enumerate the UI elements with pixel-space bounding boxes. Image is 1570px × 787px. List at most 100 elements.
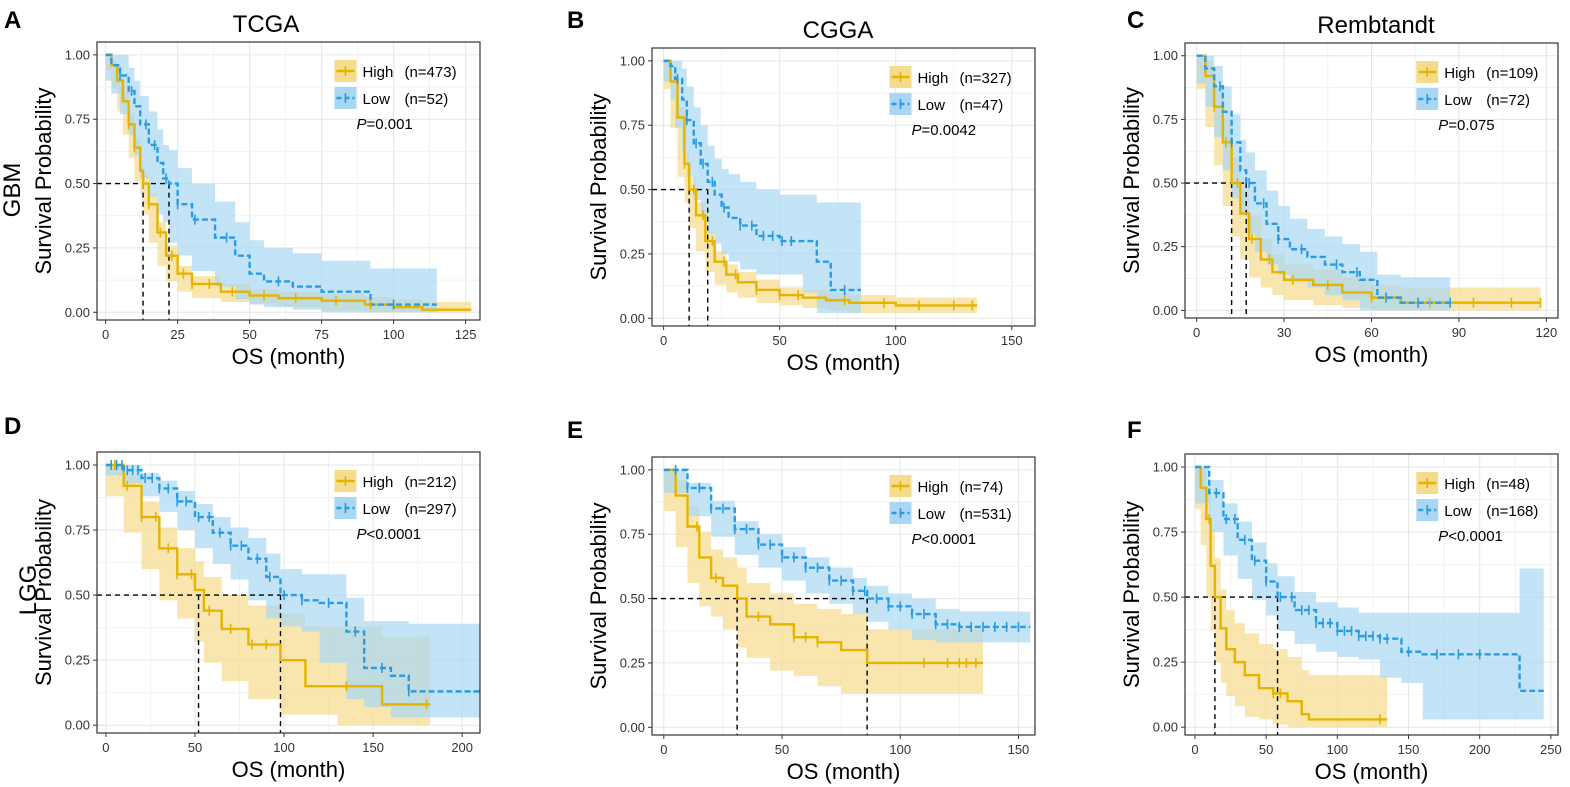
- panel-f: F 0 50 100 150 200 250 0.00 0.25 0.50 0.75 1.00 OS (…: [1119, 417, 1562, 784]
- legend-label-low: Low: [917, 506, 945, 523]
- y-tick-label: 1.00: [620, 462, 645, 477]
- y-tick-label: 0.50: [1153, 590, 1178, 605]
- legend-n-low: (n=47): [959, 97, 1003, 114]
- x-tick-label: 250: [1540, 742, 1562, 757]
- legend: High (n=473) Low (n=52) P=0.001: [334, 60, 457, 133]
- censor-low-group: [1215, 488, 1481, 660]
- x-axis-title: OS (month): [787, 759, 901, 784]
- x-tick-label: 60: [1364, 325, 1378, 340]
- legend-n-high: (n=212): [404, 474, 456, 491]
- censor-high-group: [114, 460, 428, 710]
- p-value: <0.0001: [921, 531, 976, 548]
- curve-low: [105, 53, 437, 306]
- legend-label-high: High: [1444, 476, 1475, 493]
- p-symbol: P: [1438, 528, 1448, 545]
- median-lines: [97, 594, 282, 733]
- panel-c: C Rembtandt 0 30 60 90 120 0.00 0.25 0.50 0.75 1.00…: [1119, 7, 1559, 367]
- x-tick-label: 30: [1277, 325, 1291, 340]
- x-tick-label: 100: [273, 740, 295, 755]
- p-value: =0.0042: [921, 122, 976, 139]
- censor-low-group: [119, 70, 395, 310]
- y-tick-label: 0.75: [65, 112, 90, 127]
- ci-band-high: [663, 469, 983, 694]
- legend-n-high: (n=74): [959, 479, 1003, 496]
- p-value: <0.0001: [366, 526, 421, 543]
- x-tick-label: 150: [1398, 742, 1420, 757]
- panel-b: B CGGA 0 50 100 150 0.00 0.25 0.50 0.75 1.00 OS (mo…: [567, 7, 1036, 375]
- ticks: 0 50 100 150 200 0.00 0.25 0.50 0.75 1.00: [65, 458, 473, 755]
- x-tick-label: 0: [102, 740, 109, 755]
- censor-high-group: [1208, 514, 1381, 725]
- y-axis-title: Survival Probability: [586, 93, 611, 280]
- p-value-label: P=0.075: [1438, 117, 1494, 134]
- legend-n-high: (n=473): [404, 64, 456, 81]
- x-tick-label: 50: [1259, 742, 1273, 757]
- x-axis-title: OS (month): [232, 757, 346, 782]
- y-axis-title: Survival Probability: [1119, 501, 1144, 688]
- y-axis-title: Survival Probability: [1119, 87, 1144, 274]
- y-tick-label: 1.00: [65, 47, 90, 62]
- panel-a: A TCGA 0 25 50 75 100 125 0.00 0.25 0.50 0.75 1.00 OS…: [4, 7, 481, 369]
- x-tick-label: 100: [1326, 742, 1348, 757]
- median-lines: [1185, 596, 1279, 735]
- ci-band-low: [105, 465, 480, 718]
- curve-low: [1196, 54, 1451, 304]
- median-lines: [652, 188, 709, 326]
- ci-band-low: [663, 60, 861, 314]
- y-tick-label: 0.25: [620, 246, 645, 261]
- censor-low-group: [110, 460, 410, 697]
- ticks: 0 30 60 90 120 0.00 0.25 0.50 0.75 1.00: [1153, 48, 1558, 340]
- y-tick-label: 1.00: [65, 458, 90, 473]
- y-tick-label: 0.75: [1153, 525, 1178, 540]
- x-tick-label: 120: [1535, 325, 1557, 340]
- panel-e: E 0 50 100 150 0.00 0.25 0.50 0.75 1.00 OS (month)…: [567, 417, 1036, 784]
- panel-letter: E: [567, 417, 583, 444]
- y-axis-title: Survival Probability: [586, 502, 611, 689]
- x-tick-label: 125: [455, 327, 477, 342]
- plot-border: [1184, 453, 1559, 736]
- x-tick-label: 0: [660, 742, 667, 757]
- y-tick-label: 0.25: [620, 655, 645, 670]
- p-symbol: P: [356, 526, 366, 543]
- legend: High (n=109) Low (n=72) P=0.075: [1416, 61, 1538, 134]
- y-tick-label: 1.00: [620, 53, 645, 68]
- row-labels: GBM LGG: [0, 163, 42, 616]
- x-tick-label: 75: [314, 327, 328, 342]
- y-tick-label: 0.50: [620, 182, 645, 197]
- median-lines: [652, 597, 868, 735]
- y-tick-label: 0.75: [65, 523, 90, 538]
- censor-high-group: [696, 521, 977, 668]
- x-tick-label: 0: [660, 333, 667, 348]
- y-tick-label: 1.00: [1153, 460, 1178, 475]
- panel-title: TCGA: [233, 11, 300, 38]
- y-tick-label: 0.00: [1153, 303, 1178, 318]
- x-tick-label: 100: [885, 333, 907, 348]
- x-tick-label: 0: [1191, 742, 1198, 757]
- legend-n-high: (n=327): [959, 70, 1011, 87]
- plot-border: [651, 456, 1036, 736]
- x-tick-label: 100: [889, 742, 911, 757]
- y-tick-label: 1.00: [1153, 48, 1178, 63]
- legend-n-low: (n=531): [959, 506, 1011, 523]
- legend-n-low: (n=297): [404, 501, 456, 518]
- y-axis-title: Survival Probability: [31, 87, 56, 274]
- ci-band-low: [1194, 467, 1544, 720]
- median-lines: [97, 182, 170, 320]
- legend-label-high: High: [362, 474, 393, 491]
- censor-low-group: [674, 464, 1020, 632]
- legend-label-low: Low: [1444, 503, 1472, 520]
- curve-low: [663, 59, 861, 292]
- x-tick-label: 25: [170, 327, 184, 342]
- ticks: 0 50 100 150 0.00 0.25 0.50 0.75 1.00: [620, 462, 1030, 757]
- plot-border: [651, 47, 1036, 327]
- censor-high-group: [683, 158, 974, 311]
- p-symbol: P: [1438, 117, 1448, 134]
- row-label-lgg: LGG: [15, 565, 42, 616]
- legend: High (n=212) Low (n=297) P<0.0001: [334, 470, 457, 543]
- legend-label-high: High: [917, 70, 948, 87]
- legend-n-low: (n=72): [1486, 92, 1530, 109]
- y-tick-label: 0.25: [1153, 239, 1178, 254]
- p-value-label: P=0.0042: [911, 122, 976, 139]
- x-tick-label: 150: [1001, 333, 1023, 348]
